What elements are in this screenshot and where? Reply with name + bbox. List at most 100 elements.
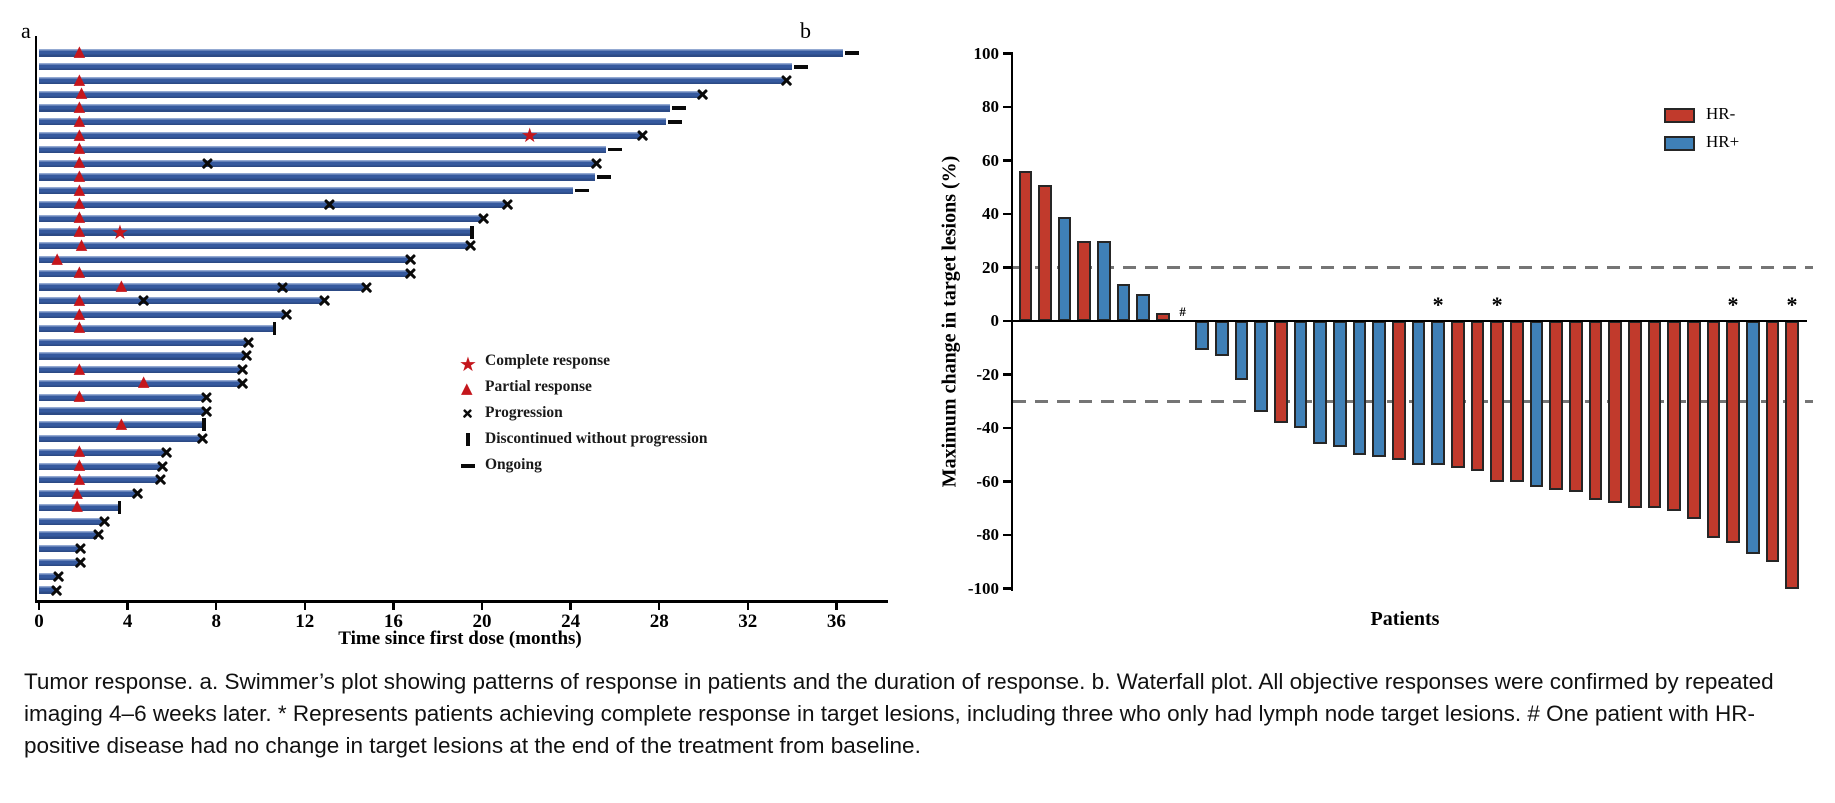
hr-positive-label: HR+ bbox=[1706, 132, 1740, 151]
waterfall-bar bbox=[1215, 321, 1229, 356]
swimmer-bar bbox=[39, 379, 241, 388]
waterfall-bar bbox=[1647, 321, 1662, 509]
progression-end-marker bbox=[98, 515, 111, 528]
progression-end-marker bbox=[200, 405, 213, 418]
progression-end-marker bbox=[200, 391, 213, 404]
partial-response-marker: ▲ bbox=[51, 248, 63, 267]
swimmer-x-tick bbox=[569, 602, 572, 610]
waterfall-bar bbox=[1234, 321, 1249, 380]
swimmer-bar bbox=[39, 434, 201, 443]
waterfall-y-tick bbox=[1003, 105, 1011, 109]
swimmer-bar bbox=[39, 352, 245, 360]
complete-response-marker: ★ bbox=[110, 219, 129, 244]
waterfall-y-tick bbox=[1003, 480, 1011, 483]
swimmer-x-tick-label: 28 bbox=[649, 611, 669, 632]
waterfall-y-tick bbox=[1003, 159, 1011, 162]
discontinued-marker bbox=[117, 500, 122, 514]
swimmer-bar bbox=[39, 531, 97, 539]
hr-positive-swatch-icon bbox=[1664, 136, 1695, 151]
waterfall-plot: 100 80 60 40 20 0 -20 -40 -60 -80 -100 # * * * * bbox=[900, 0, 1835, 660]
progression-end-marker bbox=[501, 198, 514, 211]
discontinued-marker bbox=[201, 418, 206, 432]
waterfall-bar bbox=[1077, 240, 1092, 321]
complete-response-asterisk: * bbox=[1491, 292, 1503, 317]
waterfall-bar bbox=[1254, 321, 1268, 412]
complete-response-star-icon: ★ bbox=[459, 352, 477, 376]
progression-end-marker bbox=[318, 294, 331, 307]
swimmer-bar bbox=[39, 132, 642, 140]
progression-end-marker bbox=[236, 363, 249, 376]
progression-end-marker bbox=[236, 377, 249, 390]
waterfall-bar bbox=[1785, 321, 1799, 589]
waterfall-bar bbox=[1411, 321, 1426, 466]
waterfall-y-tick bbox=[1003, 587, 1011, 590]
waterfall-bar bbox=[1510, 321, 1524, 482]
progression-end-marker bbox=[477, 212, 490, 225]
partial-response-marker: ▲ bbox=[75, 234, 88, 253]
partial-response-marker: ▲ bbox=[71, 496, 83, 515]
discontinued-marker bbox=[272, 321, 277, 335]
swimmer-bar bbox=[39, 159, 595, 167]
progression-end-marker bbox=[154, 473, 167, 486]
progression-end-marker bbox=[242, 336, 255, 349]
swimmer-plot: ▲ ▲ ▲ ▲ ▲ ▲ ★ ▲ ▲ ▲ ▲ ▲ ▲ ▲ ★ ▲ ▲ ▲ ▲ ▲ ▲ ▲ ▲ ▲ ▲ ▲ ▲ ▲ ▲ ▲ ▲ 0 4 8 12 16 20… bbox=[0, 0, 900, 660]
waterfall-bar bbox=[1018, 171, 1033, 321]
partial-response-marker: ▲ bbox=[137, 372, 150, 391]
waterfall-bar bbox=[1116, 283, 1131, 321]
legend-label: Discontinued without progression bbox=[485, 430, 708, 447]
progression-marker bbox=[137, 294, 150, 307]
swimmer-bar bbox=[39, 76, 786, 85]
partial-response-marker: ▲ bbox=[73, 262, 86, 281]
swimmer-x-tick bbox=[480, 602, 484, 610]
swimmer-bar bbox=[39, 214, 482, 222]
swimmer-bar bbox=[39, 476, 159, 484]
swimmer-x-tick bbox=[37, 602, 41, 610]
swimmer-bar bbox=[39, 503, 119, 511]
swimmer-bar bbox=[39, 545, 79, 553]
partial-response-marker: ▲ bbox=[73, 207, 86, 226]
waterfall-bar bbox=[1352, 321, 1367, 455]
complete-response-asterisk: * bbox=[1727, 292, 1739, 317]
waterfall-y-tick bbox=[1003, 319, 1011, 323]
waterfall-y-tick bbox=[1003, 266, 1011, 269]
complete-response-asterisk: * bbox=[1432, 292, 1444, 317]
swimmer-bar bbox=[39, 311, 285, 319]
waterfall-bar bbox=[1608, 321, 1622, 503]
swimmer-x-tick bbox=[126, 602, 129, 610]
swimmer-bar bbox=[39, 421, 203, 429]
swimmer-bar bbox=[39, 462, 161, 470]
waterfall-y-tick-label: 40 bbox=[982, 204, 999, 223]
swimmer-x-tick-label: 4 bbox=[122, 611, 133, 632]
swimmer-bar bbox=[39, 173, 595, 181]
waterfall-bar bbox=[1195, 321, 1210, 351]
swimmer-bar bbox=[39, 490, 137, 498]
swimmer-bar bbox=[39, 242, 469, 250]
waterfall-y-tick-label: 20 bbox=[982, 257, 999, 277]
waterfall-y-tick-label: -60 bbox=[976, 471, 999, 491]
complete-response-asterisk: * bbox=[1786, 292, 1798, 317]
partial-response-marker: ▲ bbox=[73, 179, 86, 198]
progression-end-marker bbox=[74, 542, 87, 555]
waterfall-bar bbox=[1274, 321, 1288, 423]
partial-response-marker: ▲ bbox=[73, 468, 86, 487]
waterfall-y-axis-title-text: Maximum change in target lesions (%) bbox=[938, 155, 961, 488]
swimmer-x-tick bbox=[303, 602, 306, 610]
swimmer-bar bbox=[39, 297, 323, 305]
progression-end-marker bbox=[196, 432, 209, 445]
hr-negative-label: HR- bbox=[1706, 104, 1736, 123]
waterfall-bar bbox=[1706, 321, 1721, 538]
progression-end-marker bbox=[696, 88, 709, 101]
waterfall-bar bbox=[1333, 321, 1347, 447]
progression-end-marker bbox=[50, 584, 63, 597]
swimmer-x-tick-label: 16 bbox=[383, 611, 403, 632]
partial-response-marker: ▲ bbox=[73, 42, 86, 60]
waterfall-y-tick bbox=[1003, 533, 1011, 537]
swimmer-x-tick-label: 36 bbox=[826, 611, 846, 632]
progression-end-marker bbox=[240, 349, 253, 362]
swimmer-x-axis bbox=[35, 600, 888, 603]
partial-response-marker: ▲ bbox=[73, 152, 86, 171]
swimmer-bar bbox=[39, 200, 507, 209]
partial-response-marker: ▲ bbox=[73, 303, 86, 322]
hr-negative-swatch-icon bbox=[1664, 108, 1695, 123]
swimmer-bar bbox=[39, 338, 248, 346]
